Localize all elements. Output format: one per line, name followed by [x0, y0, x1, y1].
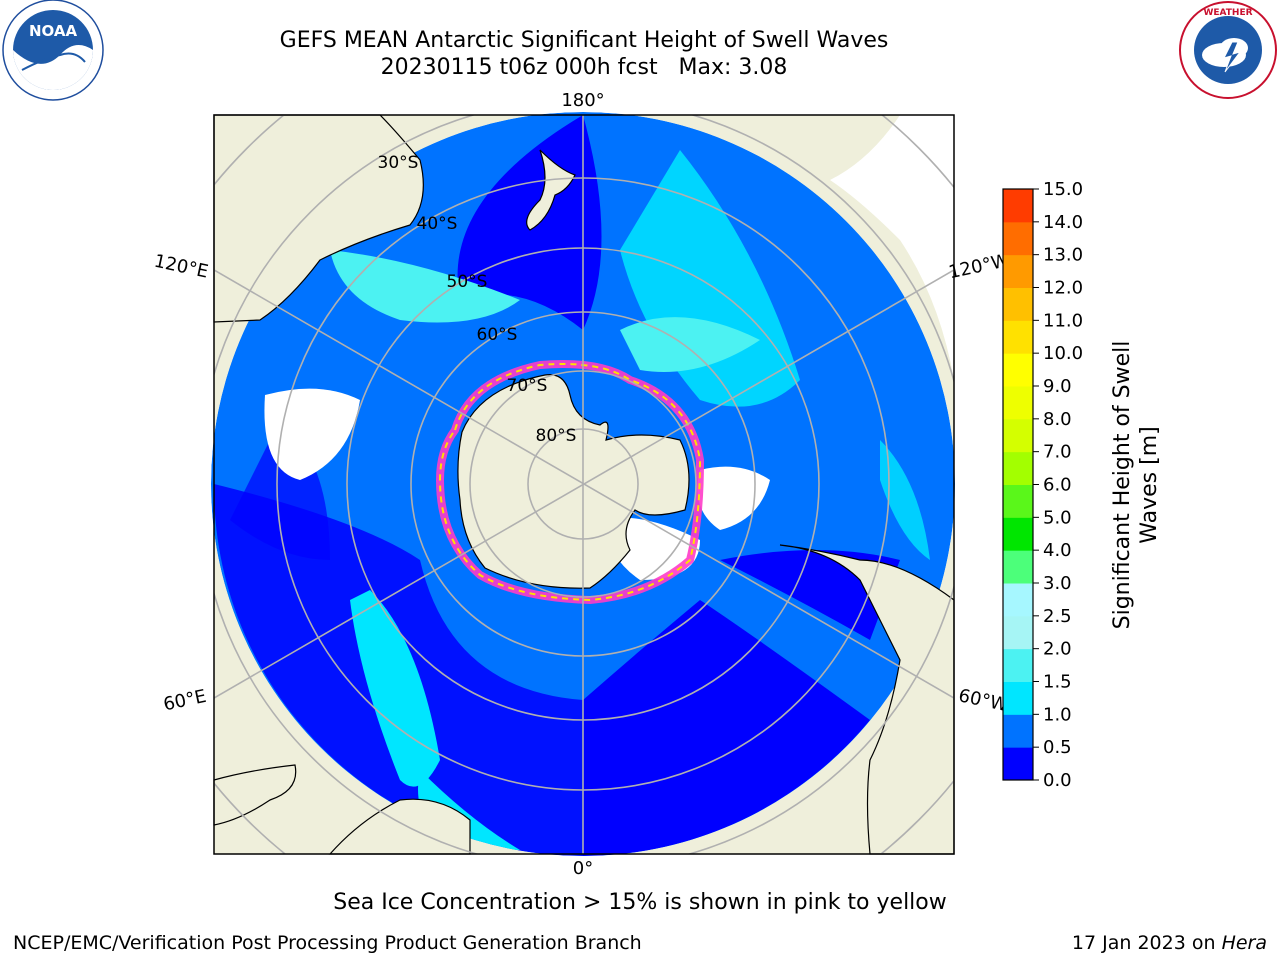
lat-label-50s: 50°S [447, 272, 488, 292]
colorbar-swatch [1003, 681, 1033, 715]
continent-outlines [213, 114, 955, 855]
svg-text:WEATHER: WEATHER [1203, 8, 1252, 18]
footer-host: Hera [1221, 932, 1267, 954]
colorbar-swatch [1003, 648, 1033, 682]
colorbar-swatch [1003, 615, 1033, 650]
colorbar-tick-label: 8.0 [1043, 409, 1072, 430]
sea-ice-ring [435, 360, 705, 605]
colorbar-swatch [1003, 550, 1033, 584]
colorbar-tick-label: 11.0 [1043, 310, 1083, 331]
map-frame [213, 114, 955, 855]
colorbar-swatch [1003, 254, 1033, 288]
colorbar-tick-label: 13.0 [1043, 245, 1083, 266]
footer-branch: NCEP/EMC/Verification Post Processing Pr… [13, 932, 642, 954]
noaa-logo-text: NOAA [29, 22, 78, 40]
lon-label-60e: 60°E [162, 686, 209, 716]
colorbar-tick-label: 1.5 [1043, 672, 1072, 693]
lat-label-40s: 40°S [417, 214, 458, 234]
colorbar-tick-label: 10.0 [1043, 343, 1083, 364]
colorbar-tick-label: 3.0 [1043, 573, 1072, 594]
colorbar-tick-label: 4.0 [1043, 540, 1072, 561]
lon-label-180: 180° [561, 90, 604, 111]
colorbar-label: Significant Height of Swell Waves [m] [1106, 190, 1166, 780]
colorbar-swatch [1003, 189, 1033, 223]
colorbar-tick-label: 15.0 [1043, 179, 1083, 200]
colorbar-swatch [1003, 287, 1033, 321]
graticule [214, 115, 954, 854]
colorbar-swatch [1003, 714, 1033, 748]
chart-title: GEFS MEAN Antarctic Significant Height o… [279, 28, 889, 53]
colorbar-tick-label: 0.0 [1043, 770, 1072, 791]
lat-label-80s: 80°S [536, 426, 577, 446]
footer-date: 17 Jan 2023 on Hera [1072, 932, 1267, 954]
lon-label-0: 0° [573, 858, 593, 879]
colorbar-swatch [1003, 418, 1033, 453]
colorbar: 0.0 0.5 1.0 1.5 2.0 2.5 3.0 4.0 5.0 6.0 7.0 8.0 9.0 1… [1002, 179, 1083, 791]
noaa-logo: NOAA [2, 0, 104, 101]
colorbar-swatch [1003, 747, 1033, 781]
colorbar-tick-label: 9.0 [1043, 376, 1072, 397]
colorbar-swatch [1003, 386, 1033, 420]
antarctica-landmass [457, 374, 690, 589]
colorbar-tick-label: 12.0 [1043, 278, 1083, 299]
colorbar-swatch [1003, 353, 1033, 387]
colorbar-swatch [1003, 320, 1033, 354]
colorbar-swatch [1003, 451, 1033, 485]
lat-label-70s: 70°S [507, 376, 548, 396]
colorbar-swatch [1003, 221, 1033, 256]
colorbar-tick-label: 1.0 [1043, 704, 1072, 725]
colorbar-tick-label: 14.0 [1043, 212, 1083, 233]
lon-label-120w: 120°W [947, 250, 1011, 283]
lat-label-30s: 30°S [378, 153, 419, 173]
colorbar-tick-label: 2.0 [1043, 639, 1072, 660]
colorbar-swatch [1003, 583, 1033, 617]
chart-subtitle: 20230115 t06z 000h fcst Max: 3.08 [380, 55, 788, 80]
lat-label-60s: 60°S [477, 325, 518, 345]
colorbar-swatch [1003, 517, 1033, 551]
colorbar-tick-label: 0.5 [1043, 737, 1072, 758]
footer-date-text: 17 Jan 2023 on [1071, 932, 1216, 954]
nws-logo: WEATHER [1179, 1, 1277, 99]
ocean-field [211, 112, 955, 856]
colorbar-tick-label: 5.0 [1043, 507, 1072, 528]
colorbar-label-line1: Significant Height of Swell [1110, 340, 1135, 630]
lon-label-120e: 120°E [152, 251, 210, 283]
sea-ice-caption: Sea Ice Concentration > 15% is shown in … [333, 890, 947, 915]
colorbar-tick-label: 7.0 [1043, 442, 1072, 463]
colorbar-tick-label: 6.0 [1043, 475, 1072, 496]
colorbar-tick-label: 2.5 [1043, 606, 1072, 627]
colorbar-label-line2: Waves [m] [1137, 426, 1162, 544]
colorbar-swatch [1003, 484, 1033, 518]
lon-label-60w: 60°W [957, 685, 1010, 716]
